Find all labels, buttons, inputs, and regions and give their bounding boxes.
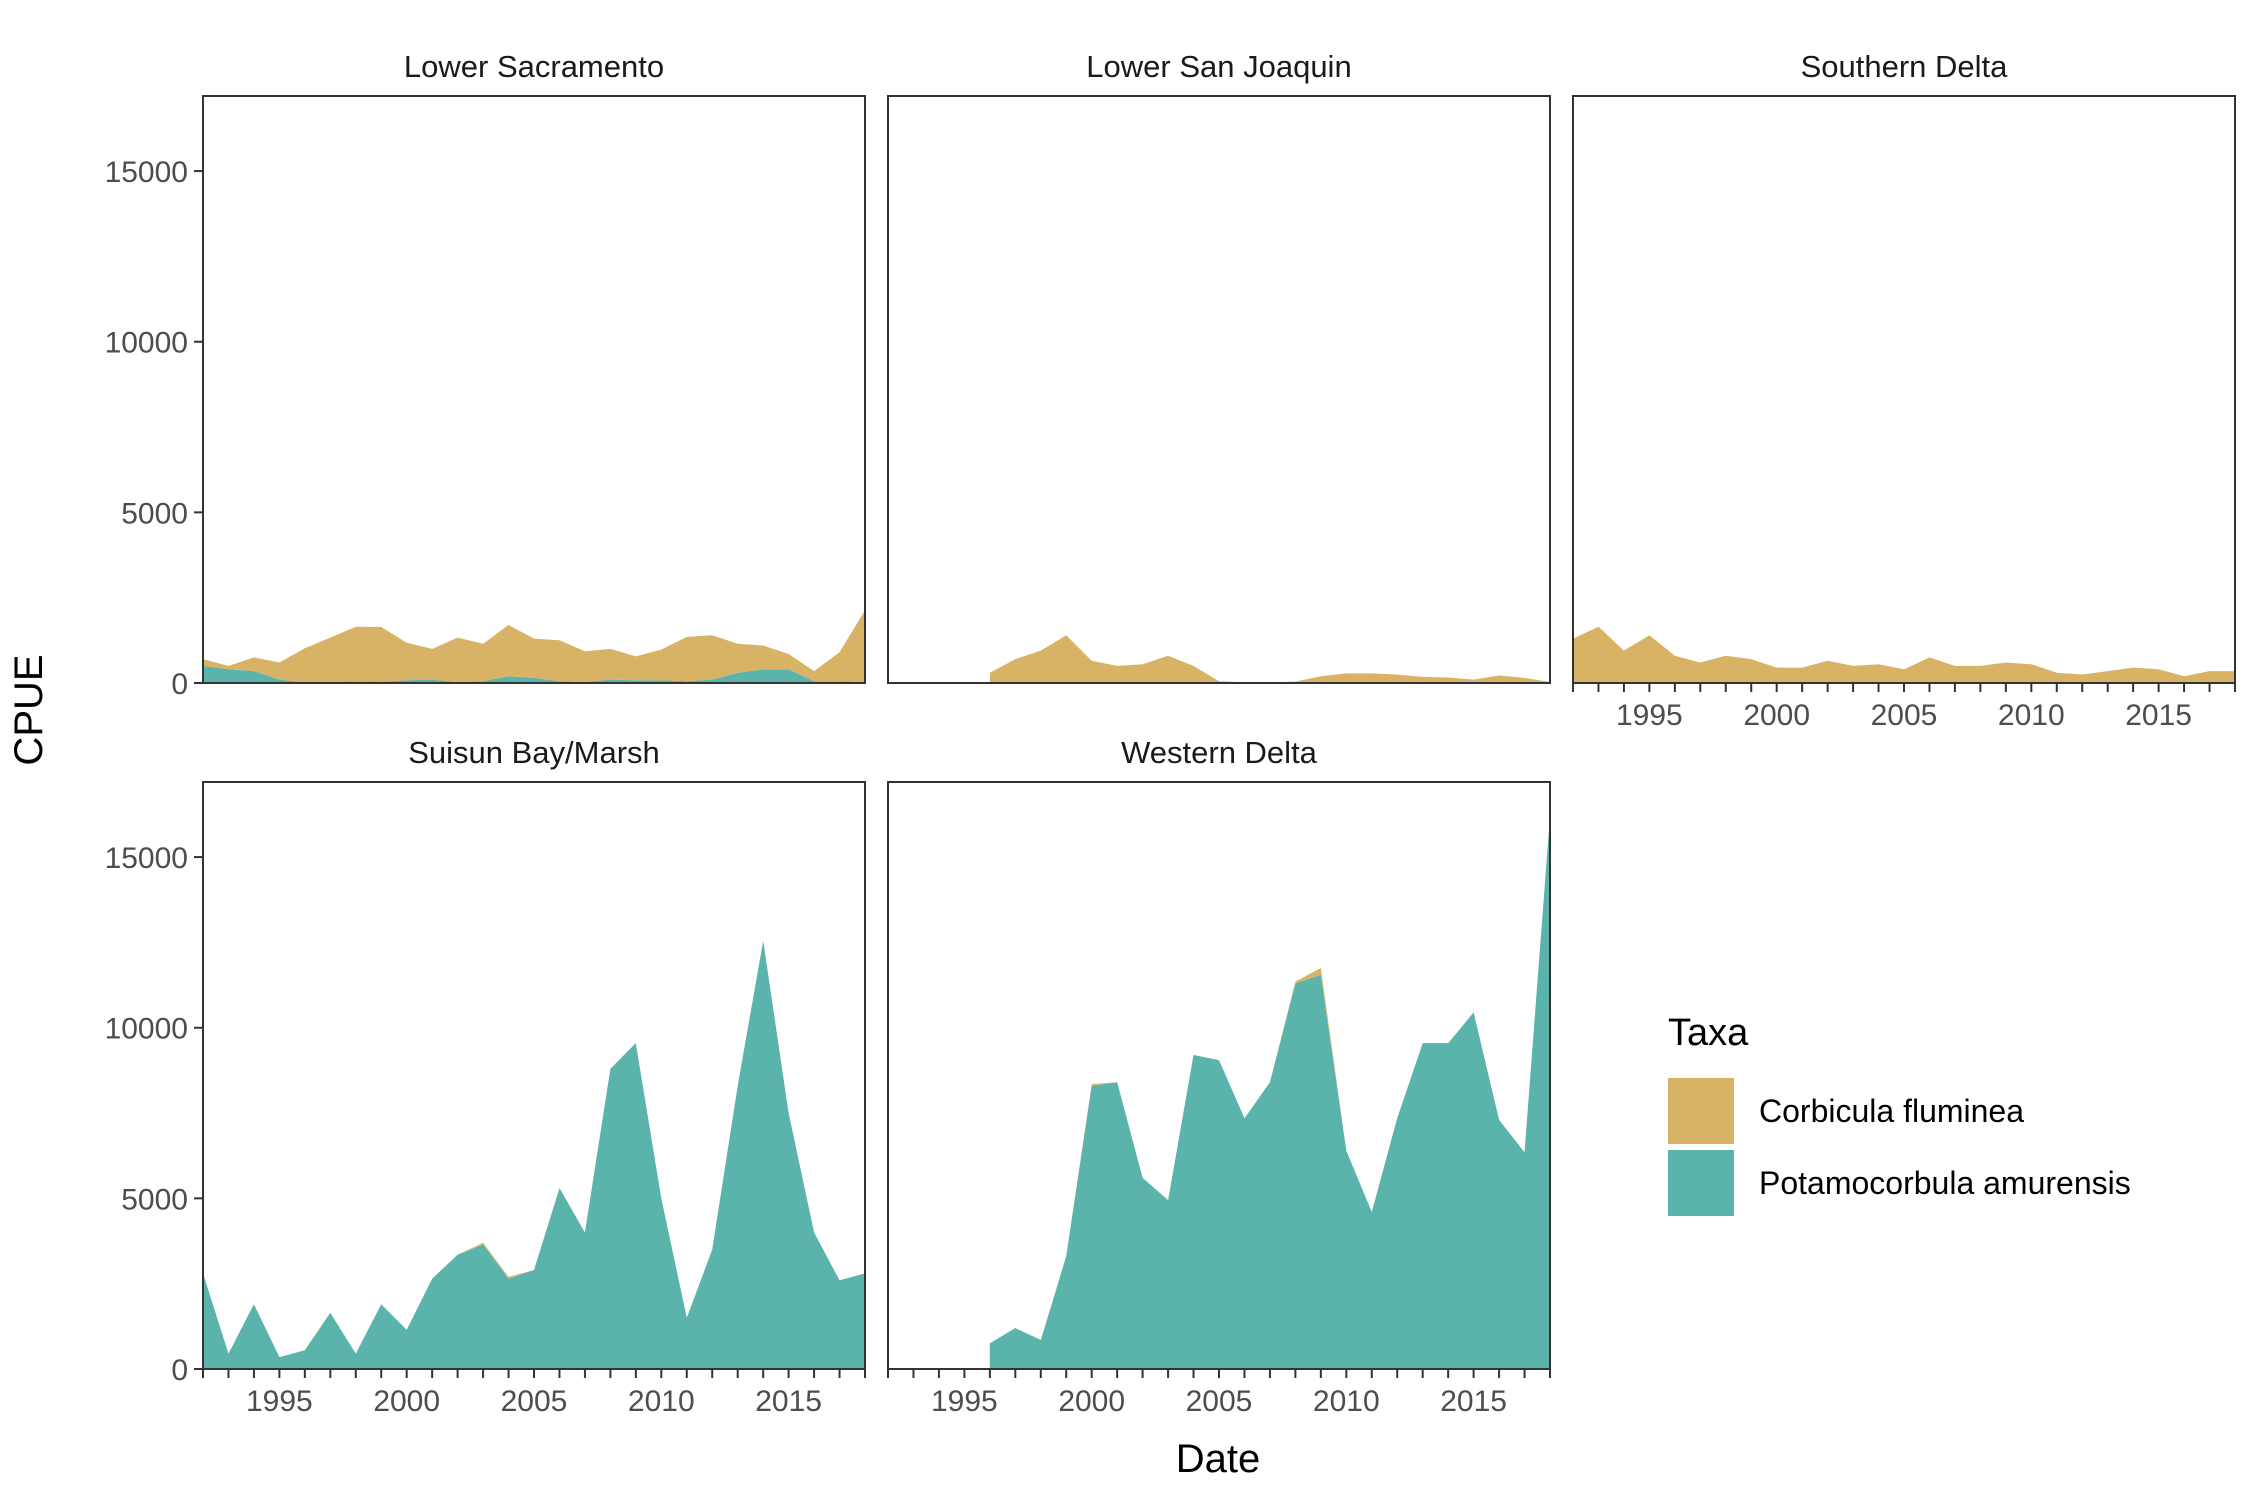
y-tick-label: 15000: [105, 842, 188, 875]
area-potamocorbula-amurensis: [203, 940, 865, 1369]
panel-title: Lower Sacramento: [404, 49, 664, 84]
x-tick-label: 2000: [1058, 1385, 1125, 1418]
x-tick-label: 2010: [1998, 699, 2065, 732]
facet-panels: Lower Sacramento 0 5000 10000 15000 Lower San…: [105, 49, 2236, 1418]
y-tick-label: 0: [171, 668, 188, 701]
legend-label-potamocorbula: Potamocorbula amurensis: [1759, 1165, 2131, 1201]
x-tick-label: 2005: [1871, 699, 1938, 732]
panel-title: Suisun Bay/Marsh: [408, 735, 660, 770]
x-tick-label: 2015: [1440, 1385, 1507, 1418]
area-corbicula-fluminea: [989, 635, 1550, 683]
y-tick-label: 15000: [105, 156, 188, 189]
legend-key-potamocorbula: [1668, 1150, 1734, 1216]
x-tick-label: 2005: [1186, 1385, 1253, 1418]
x-tick-label: 2010: [628, 1385, 695, 1418]
legend-key-corbicula: [1668, 1078, 1734, 1144]
x-tick-label: 2005: [501, 1385, 568, 1418]
panel-title: Lower San Joaquin: [1086, 49, 1351, 84]
legend-title: Taxa: [1668, 1012, 1749, 1054]
x-axis-title: Date: [1176, 1437, 1261, 1481]
panel-border: [887, 95, 1551, 684]
y-tick-label: 10000: [105, 1013, 188, 1046]
x-tick-label: 2010: [1313, 1385, 1380, 1418]
y-tick-label: 0: [171, 1354, 188, 1387]
panel-lower-sacramento: Lower Sacramento 0 5000 10000 15000: [105, 49, 866, 701]
x-tick-label: 2000: [373, 1385, 440, 1418]
y-tick-label: 10000: [105, 327, 188, 360]
area-potamocorbula-amurensis: [989, 816, 1550, 1369]
panel-title: Southern Delta: [1801, 49, 2009, 84]
panel-border: [202, 95, 866, 684]
x-tick-label: 1995: [1616, 699, 1683, 732]
legend: Taxa Corbicula fluminea Potamocorbula am…: [1668, 1012, 2131, 1216]
x-tick-label: 1995: [931, 1385, 998, 1418]
panel-lower-san-joaquin: Lower San Joaquin: [887, 49, 1551, 684]
x-tick-label: 2015: [755, 1385, 822, 1418]
legend-label-corbicula: Corbicula fluminea: [1759, 1093, 2024, 1129]
y-tick-label: 5000: [121, 497, 188, 530]
panel-title: Western Delta: [1121, 735, 1318, 770]
x-tick-label: 2015: [2125, 699, 2192, 732]
x-tick-label: 2000: [1743, 699, 1810, 732]
x-tick-label: 1995: [246, 1385, 313, 1418]
y-tick-label: 5000: [121, 1183, 188, 1216]
panel-southern-delta: Southern Delta 1995 2000 2005 2010 2015: [1572, 49, 2236, 732]
area-potamocorbula-amurensis: [203, 665, 865, 683]
panel-western-delta: Western Delta 1995 2000 2005 2010 2015: [887, 735, 1551, 1418]
area-corbicula-fluminea: [203, 610, 865, 683]
area-corbicula-fluminea: [1573, 626, 2235, 683]
panel-suisun-bay-marsh: Suisun Bay/Marsh 0 5000 10000 15000 1995 2000 2…: [105, 735, 866, 1418]
y-axis-title: CPUE: [7, 654, 51, 765]
